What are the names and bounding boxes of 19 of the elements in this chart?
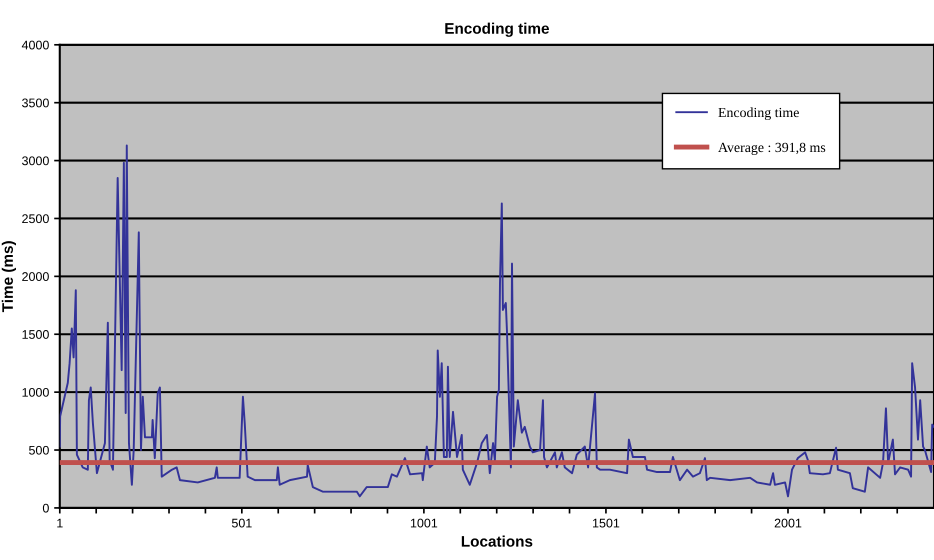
y-tick-label: 3500 [22,98,49,108]
chart-title: Encoding time [445,22,549,37]
x-tick-label: 501 [232,518,252,528]
y-axis-title: Time (ms) [2,241,16,312]
x-tick-label: 1501 [592,518,620,528]
y-tick-label: 3000 [22,156,49,166]
legend-label: Average : 391,8 ms [718,142,826,155]
y-tick-label: 1500 [22,330,49,339]
x-tick-label: 1 [57,518,63,528]
y-tick-label: 2500 [22,214,49,224]
x-tick-label: 2001 [774,518,802,528]
y-tick-label: 4000 [22,40,49,50]
y-tick-label: 1000 [22,388,49,397]
y-tick-label: 2000 [22,272,49,282]
y-tick-label: 0 [42,504,49,513]
x-axis-title: Locations [462,536,532,547]
y-tick-label: 500 [29,446,49,455]
x-tick-label: 1001 [410,518,438,528]
legend-label: Encoding time [718,107,799,120]
